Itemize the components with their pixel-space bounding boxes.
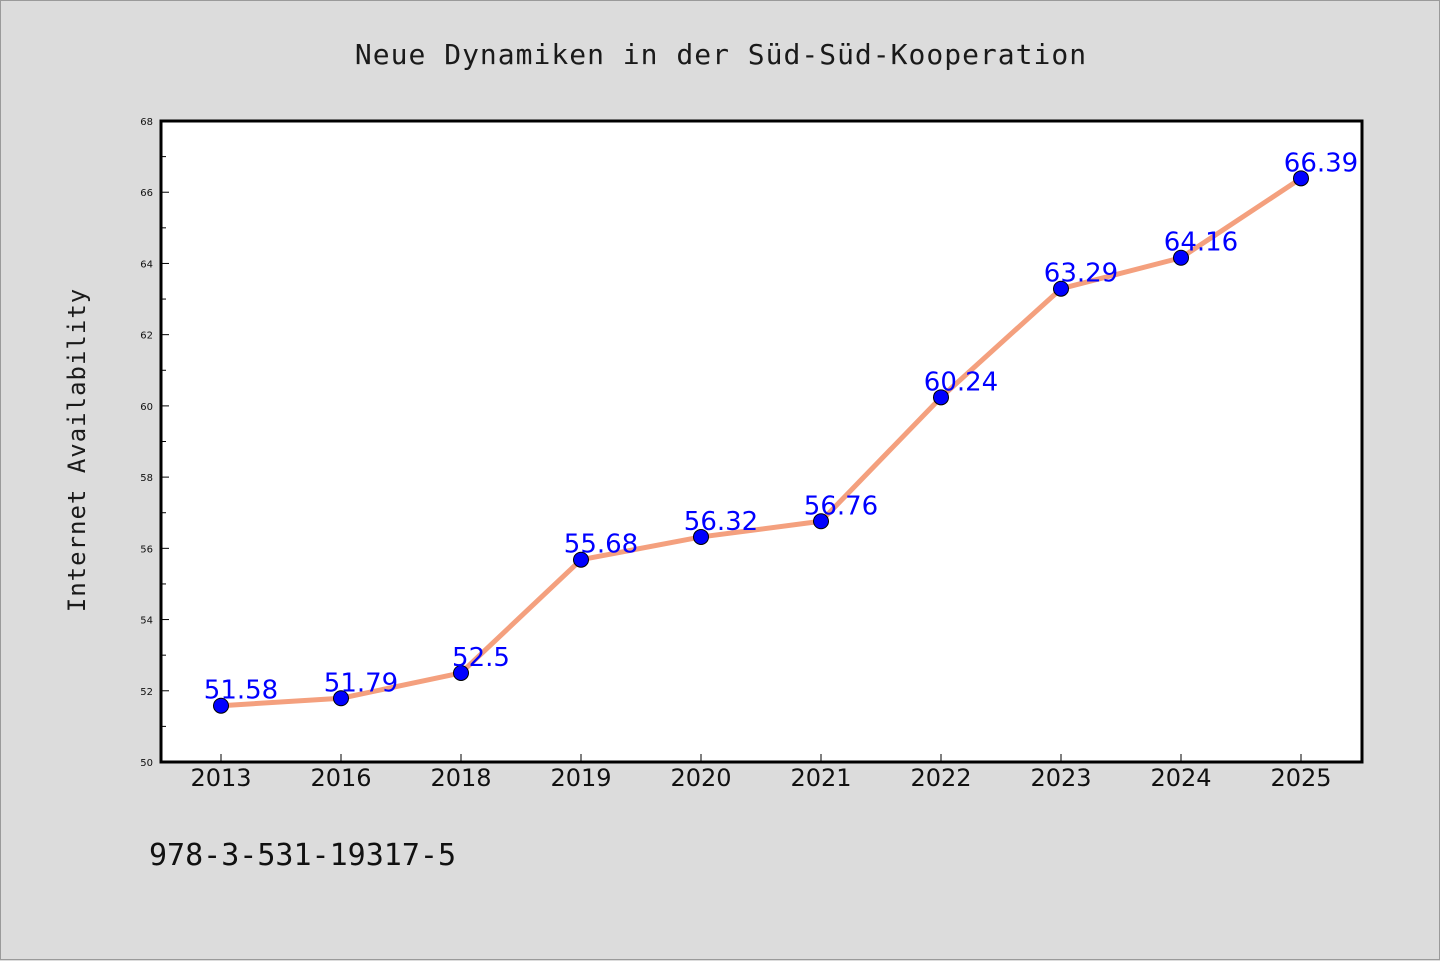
data-point — [1173, 249, 1189, 266]
data-point — [933, 389, 949, 406]
data-label: 55.68 — [564, 530, 638, 560]
data-label: 52.5 — [452, 643, 510, 673]
data-label: 51.79 — [324, 668, 398, 698]
data-label: 60.24 — [924, 367, 998, 397]
data-label: 56.76 — [804, 491, 878, 521]
y-tick-label: 62 — [140, 331, 153, 342]
data-label: 56.32 — [684, 507, 758, 537]
chart-title: Neue Dynamiken in der Süd-Süd-Kooperatio… — [355, 38, 1087, 71]
x-tick-label: 2021 — [790, 764, 851, 792]
data-point — [1053, 280, 1069, 297]
y-tick-label: 68 — [140, 117, 153, 128]
footnote-isbn: 978-3-531-19317-5 — [149, 838, 456, 873]
y-tick-label: 54 — [140, 616, 153, 627]
y-tick-label: 66 — [140, 188, 153, 199]
plot-area — [159, 119, 1364, 764]
data-label: 51.58 — [204, 676, 278, 706]
y-tick-label: 56 — [140, 544, 153, 555]
data-point — [213, 697, 229, 714]
data-label: 64.16 — [1164, 228, 1238, 258]
y-axis-label: Internet Availability — [63, 288, 91, 612]
y-tick-label: 58 — [140, 473, 153, 484]
data-label: 63.29 — [1044, 259, 1118, 289]
x-tick-label: 2013 — [190, 764, 251, 792]
x-tick-label: 2024 — [1150, 764, 1211, 792]
x-tick-label: 2022 — [910, 764, 971, 792]
data-label: 66.39 — [1284, 148, 1358, 178]
series-group: 51.58 51.79 52.5 55.68 56.32 56.76 60.24 63.29 6… — [204, 148, 1358, 714]
y-tick-label: 52 — [140, 687, 153, 698]
data-point — [813, 513, 829, 530]
data-point — [693, 528, 709, 545]
y-axis: 50 52 54 56 58 60 62 64 66 68 — [140, 117, 169, 769]
data-point — [453, 664, 469, 681]
x-tick-label: 2020 — [670, 764, 731, 792]
y-tick-label: 50 — [140, 758, 153, 769]
x-axis: 2013 2016 2018 2019 2020 2021 2022 2023 2024 2025 — [190, 754, 1332, 792]
x-tick-label: 2019 — [550, 764, 611, 792]
y-tick-label: 60 — [140, 402, 153, 413]
x-tick-label: 2016 — [310, 764, 371, 792]
series-line — [218, 175, 1304, 709]
x-tick-label: 2023 — [1030, 764, 1091, 792]
data-point — [1293, 170, 1309, 187]
data-point — [573, 551, 589, 568]
x-tick-label: 2025 — [1270, 764, 1331, 792]
y-tick-label: 64 — [140, 259, 153, 270]
x-tick-label: 2018 — [430, 764, 491, 792]
data-point — [333, 690, 349, 707]
